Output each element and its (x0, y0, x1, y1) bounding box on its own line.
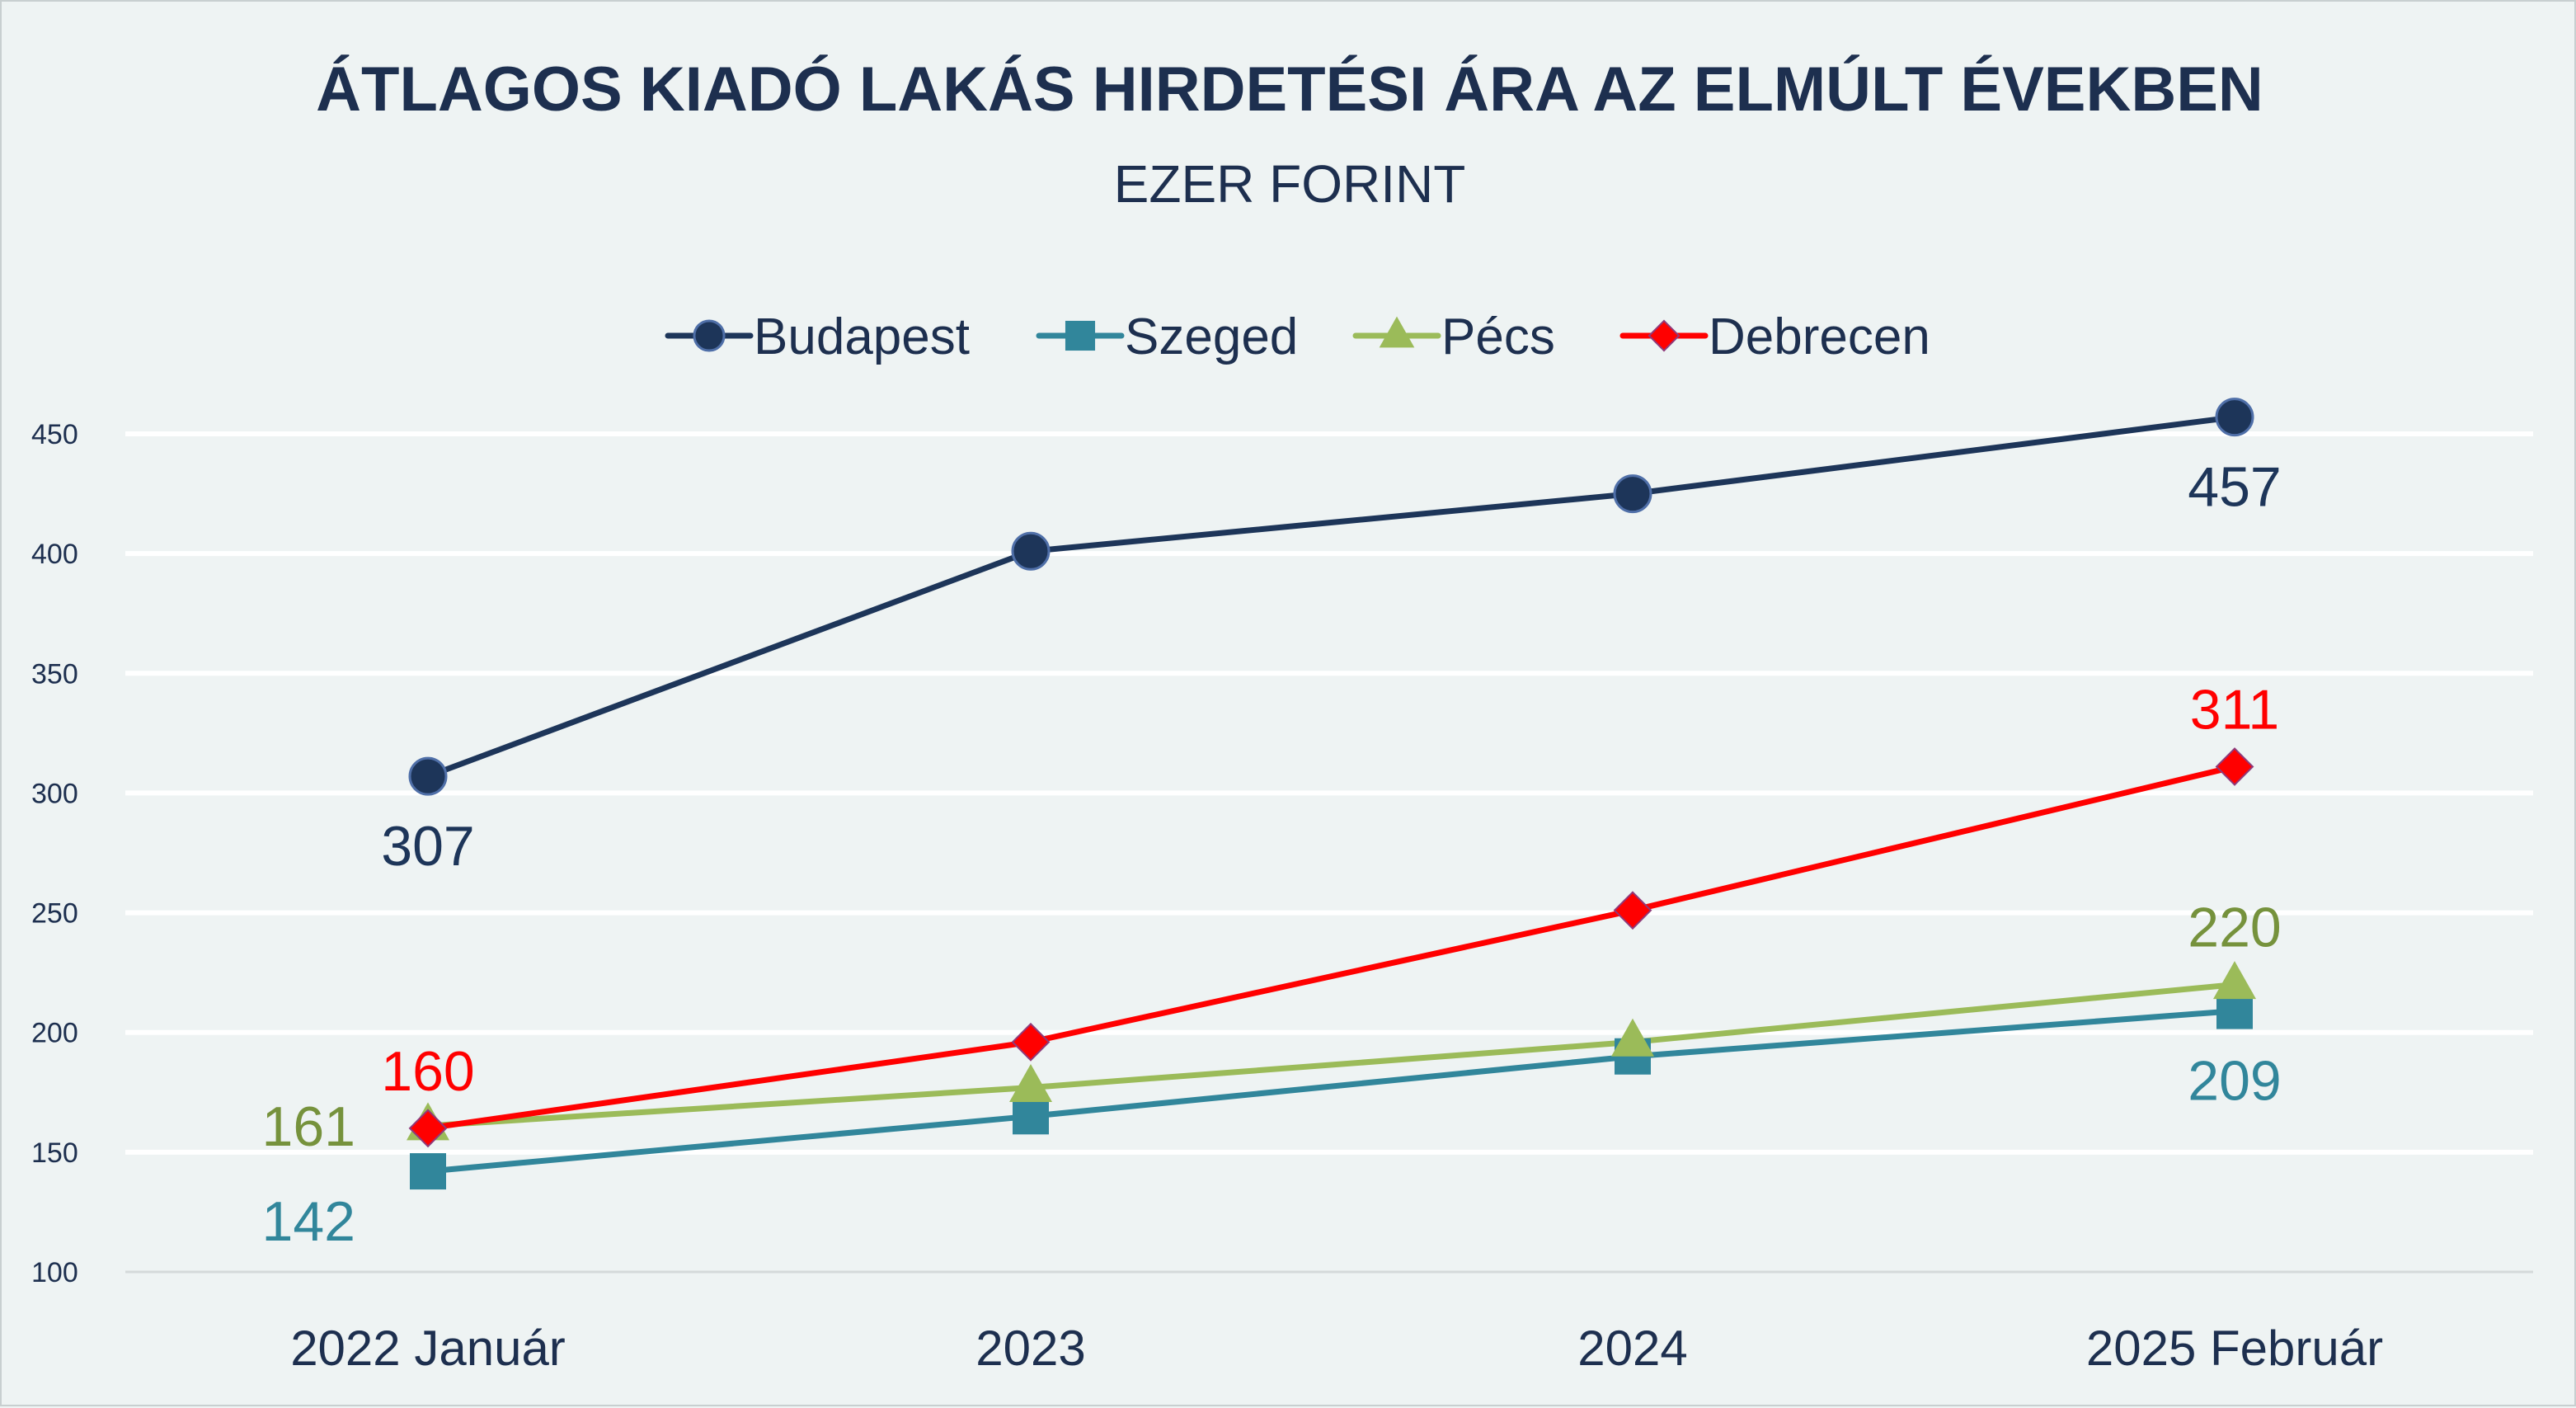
data-point-szeged (1013, 1098, 1049, 1135)
y-tick-label: 150 (31, 1137, 78, 1169)
data-label-budapest: 457 (2188, 456, 2281, 519)
gridlines (125, 431, 2533, 1274)
data-label-debrecen: 311 (2190, 678, 2279, 741)
legend-marker-pecs (1379, 316, 1415, 348)
series-line-szeged (425, 1008, 2238, 1175)
data-point-debrecen (1613, 891, 1652, 930)
legend-label-budapest: Budapest (754, 308, 970, 365)
legend-marker-debrecen (1648, 319, 1681, 352)
data-point-pecs (2213, 961, 2256, 1000)
series-line-budapest (425, 414, 2238, 779)
legend-marker-budapest (693, 319, 726, 352)
x-tick-label: 2025 Február (2086, 1321, 2383, 1376)
data-point-budapest (2215, 398, 2254, 437)
data-label-szeged: 142 (262, 1190, 355, 1253)
data-point-debrecen (1011, 1022, 1051, 1062)
y-tick-label: 450 (31, 419, 78, 450)
data-point-pecs (1611, 1018, 1654, 1057)
y-tick-label: 350 (31, 658, 78, 690)
data-point-budapest (408, 756, 448, 796)
series-lines (425, 414, 2238, 1175)
data-label-debrecen: 160 (381, 1040, 474, 1103)
series-markers (407, 398, 2256, 1190)
y-axis-ticks: 100 150 200 250 300 350 400 450 (31, 419, 78, 1288)
y-tick-label: 250 (31, 898, 78, 930)
data-point-budapest (1613, 474, 1652, 514)
legend: Budapest Szeged Pécs Debrecen (665, 308, 1930, 365)
x-tick-label: 2024 (1577, 1321, 1687, 1376)
x-tick-label: 2023 (975, 1321, 1085, 1376)
legend-label-pecs: Pécs (1441, 308, 1555, 365)
legend-marker-szeged (1065, 320, 1096, 351)
legend-label-szeged: Szeged (1125, 308, 1298, 365)
x-axis-ticks: 2022 Január 2023 2024 2025 Február (290, 1321, 2383, 1376)
data-label-budapest: 307 (381, 815, 474, 878)
data-label-pecs: 161 (262, 1095, 355, 1158)
legend-label-debrecen: Debrecen (1709, 308, 1930, 365)
chart-title: ÁTLAGOS KIADÓ LAKÁS HIRDETÉSI ÁRA AZ ELM… (316, 54, 2263, 125)
x-tick-label: 2022 Január (290, 1321, 566, 1376)
y-tick-label: 300 (31, 778, 78, 809)
data-labels: 307 457 142 209 161 220 160 311 (262, 456, 2282, 1253)
data-point-pecs (1009, 1063, 1052, 1102)
data-point-budapest (1011, 531, 1051, 571)
data-point-debrecen (2215, 747, 2254, 786)
chart-subtitle: EZER FORINT (1114, 154, 1466, 214)
series-line-pecs (425, 982, 2238, 1129)
series-line-debrecen (425, 763, 2238, 1132)
data-label-pecs: 220 (2188, 897, 2281, 959)
data-point-szeged (410, 1153, 446, 1190)
y-tick-label: 200 (31, 1018, 78, 1049)
y-tick-label: 100 (31, 1257, 78, 1288)
y-tick-label: 400 (31, 539, 78, 570)
data-label-szeged: 209 (2188, 1050, 2281, 1113)
data-point-debrecen (408, 1109, 448, 1148)
